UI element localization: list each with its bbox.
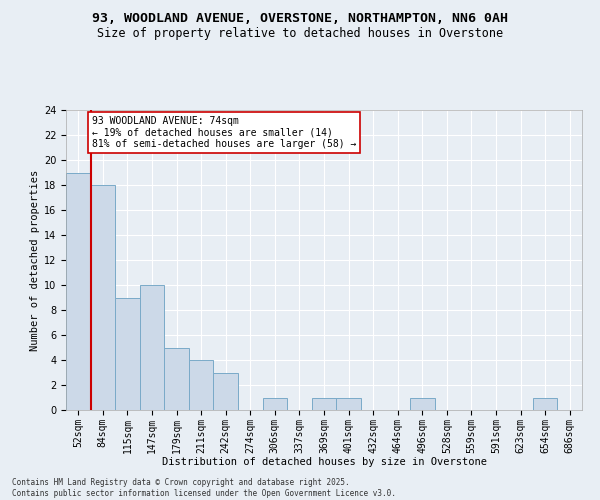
Bar [189, 360, 214, 410]
Bar [66, 172, 91, 410]
Bar [410, 398, 434, 410]
Bar [263, 398, 287, 410]
Bar [91, 185, 115, 410]
Bar [164, 348, 189, 410]
Bar [533, 398, 557, 410]
Bar [140, 285, 164, 410]
Bar [336, 398, 361, 410]
Text: 93, WOODLAND AVENUE, OVERSTONE, NORTHAMPTON, NN6 0AH: 93, WOODLAND AVENUE, OVERSTONE, NORTHAMP… [92, 12, 508, 26]
X-axis label: Distribution of detached houses by size in Overstone: Distribution of detached houses by size … [161, 457, 487, 467]
Bar [214, 372, 238, 410]
Text: Size of property relative to detached houses in Overstone: Size of property relative to detached ho… [97, 28, 503, 40]
Bar [115, 298, 140, 410]
Y-axis label: Number of detached properties: Number of detached properties [29, 170, 40, 350]
Text: Contains HM Land Registry data © Crown copyright and database right 2025.
Contai: Contains HM Land Registry data © Crown c… [12, 478, 396, 498]
Text: 93 WOODLAND AVENUE: 74sqm
← 19% of detached houses are smaller (14)
81% of semi-: 93 WOODLAND AVENUE: 74sqm ← 19% of detac… [92, 116, 356, 150]
Bar [312, 398, 336, 410]
